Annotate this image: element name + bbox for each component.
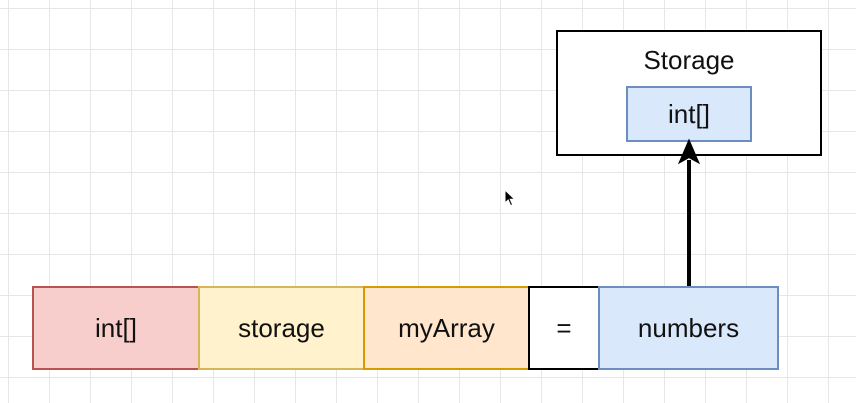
assignment-operator: = <box>556 312 572 343</box>
storage-item-label: int[] <box>668 98 710 129</box>
variable-name-box: myArray <box>363 286 530 370</box>
type-box: int[] <box>32 286 200 370</box>
arrow-head <box>677 138 701 165</box>
type-label: int[] <box>95 312 137 343</box>
mouse-pointer-icon <box>504 189 516 207</box>
value-box: numbers <box>598 286 779 370</box>
assignment-box: = <box>528 286 600 370</box>
value-label: numbers <box>637 312 740 343</box>
variable-name-label: myArray <box>398 312 495 343</box>
storage-title: Storage <box>643 45 735 75</box>
data-location-box: storage <box>198 286 365 370</box>
data-location-label: storage <box>238 312 325 343</box>
